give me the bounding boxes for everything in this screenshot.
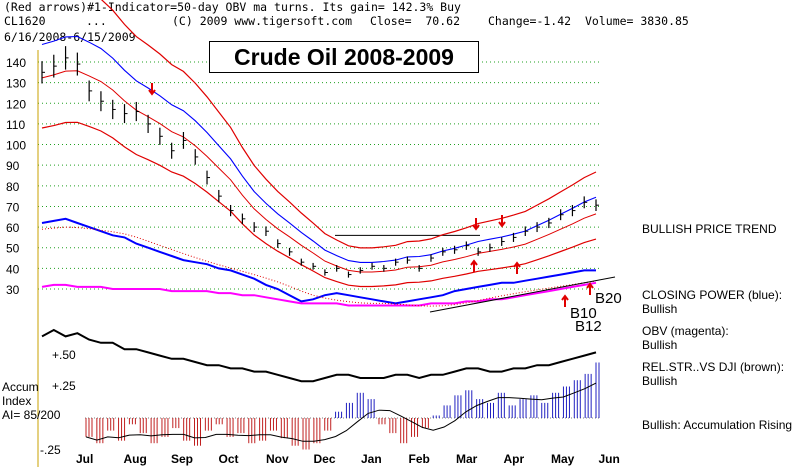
obv-line [41,281,597,307]
ellipsis-text: ... [86,14,107,28]
accum-tick-label: +.25 [52,379,76,393]
x-tick-label: Oct [219,452,239,466]
copyright-text: (C) 2009 www.tigersoft.com [172,14,353,28]
obv-value: Bullish [642,338,678,352]
buy-arrow [513,261,521,274]
change-value: Change=-1.42 [488,14,572,28]
accum-ai-label: AI= 85/200 [2,408,61,422]
closing-power-line [41,217,596,305]
accum-ma-line [85,382,597,442]
cp-trendline [429,276,616,313]
accum-status-label: Bullish: Accumulation Rising [642,418,793,432]
sell-arrow [498,215,506,228]
trend-label: BULLISH PRICE TREND [642,222,777,236]
y-tick-label: 90 [6,159,20,173]
x-tick-label: Nov [266,452,289,466]
mid-ma-line [41,35,597,263]
x-tick-label: May [551,452,575,466]
chart-title: Crude Oil 2008-2009 [209,41,479,73]
x-tick-label: Jan [361,452,382,466]
y-tick-label: 50 [6,242,20,256]
lower-band-line [41,121,597,288]
x-tick-label: Dec [314,452,336,466]
rel-strength-label: REL.STR..VS DJI (brown): [642,360,785,374]
buy-arrow [586,282,594,295]
signal-label: B10 [570,305,597,322]
closing-power-label: CLOSING POWER (blue): [642,288,783,302]
y-tick-label: 60 [6,221,20,235]
y-tick-label: 120 [6,97,26,111]
rel-strength-value: Bullish [642,374,678,388]
x-tick-label: Jul [76,452,93,466]
buy-arrow [561,294,569,307]
y-tick-label: 80 [6,180,20,194]
x-tick-label: Apr [504,452,525,466]
y-tick-label: 140 [6,56,26,70]
x-tick-label: Feb [409,452,430,466]
y-tick-label: 30 [6,283,20,297]
accum-tick-label: -.25 [40,443,61,457]
inner-band-line [41,70,597,273]
obv-label: OBV (magenta): [642,324,729,338]
y-tick-label: 130 [6,77,26,91]
y-tick-label: 40 [6,262,20,276]
signal-label: B12 [575,318,602,335]
x-tick-label: Sep [171,452,193,466]
rel-strength-line [41,328,597,383]
volume-value: Volume= 3830.85 [585,14,689,28]
y-tick-label: 110 [6,118,25,132]
accum-index-label: Index [2,394,32,408]
header-indicator-text: (Red arrows)#1-Indicator=50-day OBV ma t… [4,0,461,14]
symbol-label: CL1620 [4,14,46,28]
sell-arrow [148,83,156,96]
close-value: Close= 70.62 [370,14,461,28]
accum-tick-label: +.50 [52,348,76,362]
y-tick-label: 100 [6,139,26,153]
signal-label: B20 [595,290,622,307]
accum-label: Accum [2,380,39,394]
sell-arrow [472,218,480,231]
x-tick-label: Mar [456,452,478,466]
closing-power-value: Bullish [642,302,678,316]
x-tick-label: Jun [599,452,620,466]
buy-arrow [470,259,478,272]
y-tick-label: 70 [6,200,20,214]
x-tick-label: Aug [124,452,147,466]
cp-ma-dotted-line [41,226,597,307]
upper-band-line [100,0,597,249]
